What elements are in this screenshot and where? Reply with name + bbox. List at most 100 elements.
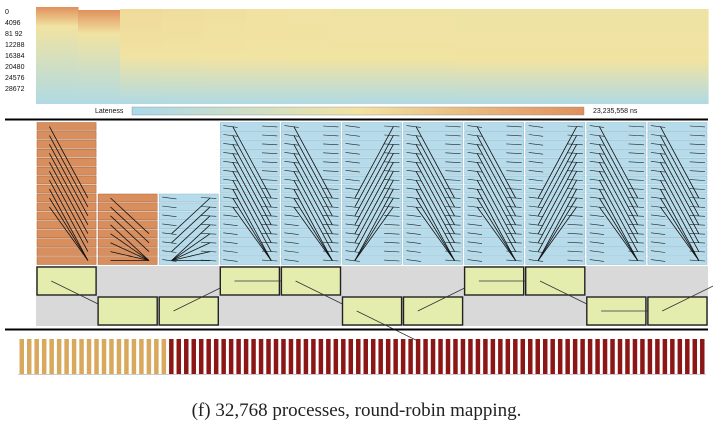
message-tick: [689, 197, 706, 199]
phase-column: [341, 122, 418, 342]
strip-bar: [430, 339, 436, 374]
phase-detail-view: [36, 122, 713, 342]
message-line: [293, 197, 333, 261]
message-tick: [223, 134, 238, 137]
message-tick: [650, 232, 666, 235]
message-tick: [650, 125, 666, 128]
message-tick: [223, 223, 238, 226]
message-tick: [650, 196, 666, 200]
message-tick: [162, 232, 177, 235]
strip-bar: [415, 339, 421, 374]
message-tick: [384, 143, 400, 146]
strip-bar: [670, 339, 675, 374]
message-line: [598, 206, 639, 261]
message-line: [659, 206, 700, 261]
message-row: [342, 122, 402, 131]
message-line: [49, 126, 89, 199]
message-tick: [506, 259, 522, 262]
message-row: [403, 149, 463, 158]
message-tick: [567, 188, 583, 190]
message-tick: [261, 206, 278, 208]
message-tick: [284, 187, 299, 191]
strip-bar: [685, 339, 690, 374]
message-tick: [445, 125, 461, 128]
message-line: [659, 162, 700, 234]
message-line: [476, 179, 516, 252]
message-tick: [323, 125, 339, 128]
message-tick: [628, 188, 644, 190]
message-tick: [284, 170, 299, 173]
lateness-colorbar: [131, 106, 585, 116]
message-tick: [323, 197, 339, 199]
strip-bar: [655, 339, 660, 374]
message-tick: [406, 223, 421, 226]
strip-bar: [41, 339, 47, 374]
message-line: [293, 179, 333, 252]
message-tick: [650, 134, 666, 137]
message-line: [598, 153, 639, 225]
message-line: [415, 162, 455, 234]
message-tick: [506, 179, 522, 181]
message-tick: [384, 152, 400, 154]
message-tick: [567, 152, 583, 154]
message-row: [281, 247, 341, 256]
strip-bar: [34, 339, 39, 374]
message-tick: [345, 187, 360, 191]
message-tick: [589, 205, 605, 209]
message-tick: [323, 152, 339, 154]
message-row: [647, 238, 708, 247]
message-tick: [567, 134, 583, 137]
message-line: [110, 224, 150, 261]
message-line: [354, 162, 394, 234]
strip-bar: [266, 339, 271, 374]
message-line: [293, 206, 333, 261]
message-line: [232, 135, 272, 208]
message-tick: [223, 152, 238, 155]
strip-bar: [184, 339, 189, 374]
message-tick: [284, 259, 299, 262]
message-tick: [628, 259, 644, 262]
strip-bar: [191, 339, 196, 374]
message-row: [403, 256, 463, 265]
strip-bar: [498, 339, 503, 374]
message-tick: [406, 152, 421, 155]
message-tick: [406, 205, 421, 209]
message-tick: [162, 196, 177, 200]
message-row: [281, 229, 341, 238]
message-row: [647, 131, 708, 140]
message-tick: [323, 259, 339, 262]
strip-bar: [647, 339, 653, 374]
strip-bar: [206, 339, 211, 374]
message-tick: [445, 259, 461, 262]
strip-bar: [572, 339, 578, 374]
strip-bar: [19, 339, 24, 374]
message-tick: [567, 206, 583, 208]
bin-box: [525, 266, 586, 296]
message-tick: [345, 125, 360, 128]
message-line: [171, 197, 211, 234]
phase-column: [647, 122, 713, 326]
strip-bar: [632, 339, 638, 374]
message-tick: [467, 152, 483, 155]
message-tick: [506, 134, 522, 137]
message-tick: [689, 188, 706, 190]
message-line: [659, 144, 700, 216]
y-tick-label: 81 92: [5, 31, 23, 38]
message-tick: [323, 161, 339, 163]
timeline-column: [666, 9, 709, 104]
message-tick: [650, 161, 666, 164]
message-line: [171, 224, 211, 261]
message-tick: [261, 224, 278, 226]
message-tick: [628, 152, 644, 154]
message-row: [403, 140, 463, 149]
message-line: [232, 162, 272, 234]
message-tick: [223, 170, 238, 173]
message-row: [220, 140, 280, 149]
message-line: [354, 197, 394, 261]
message-line: [659, 153, 700, 225]
message-row: [220, 229, 280, 238]
message-tick: [528, 250, 544, 253]
message-row: [36, 220, 97, 229]
strip-bar: [363, 339, 368, 374]
